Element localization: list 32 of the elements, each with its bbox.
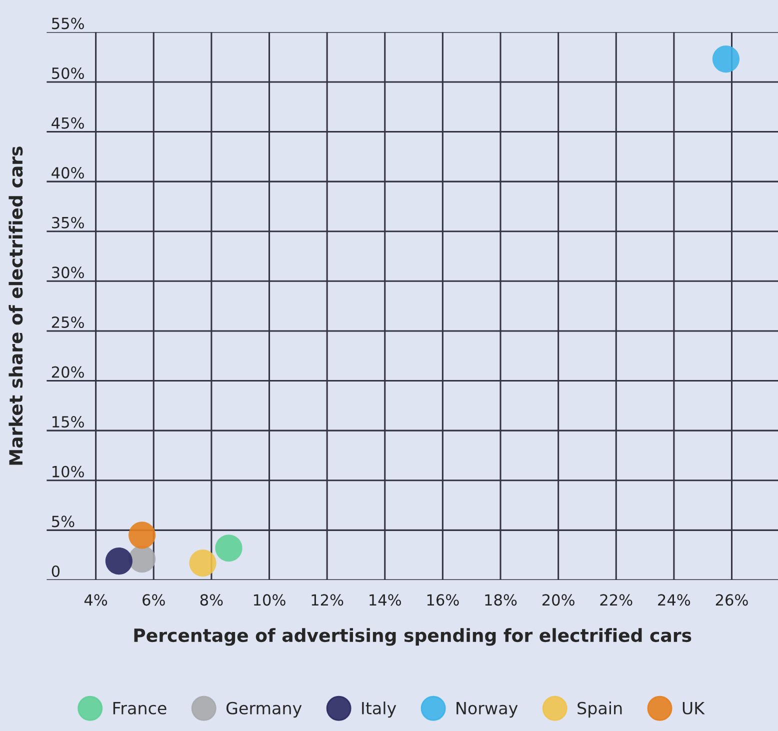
x-tick-label: 20% bbox=[542, 594, 574, 606]
legend-label: Germany bbox=[226, 702, 302, 718]
x-axis-title: Percentage of advertising spending for electrified cars bbox=[134, 628, 692, 646]
y-tick-label: 50% bbox=[52, 67, 84, 80]
y-tick-label: 45% bbox=[52, 117, 84, 129]
y-tick-label: 30% bbox=[52, 266, 84, 278]
x-tick-label: 12% bbox=[312, 594, 344, 606]
x-tick-label: 8% bbox=[200, 594, 223, 606]
x-tick-label: 16% bbox=[427, 594, 459, 606]
legend-label: Spain bbox=[578, 702, 622, 718]
x-tick-label: 22% bbox=[600, 594, 632, 606]
y-tick-label: 10% bbox=[52, 466, 84, 478]
x-tick-label: 18% bbox=[485, 594, 517, 606]
y-tick-label: 55% bbox=[52, 18, 84, 30]
x-tick-label: 10% bbox=[254, 594, 286, 606]
y-axis-title: Market share of electrified cars bbox=[8, 146, 23, 465]
y-tick-label: 20% bbox=[52, 366, 84, 378]
y-tick-label: 35% bbox=[52, 216, 84, 228]
y-tick-label: 25% bbox=[52, 316, 84, 328]
legend-label: UK bbox=[682, 702, 705, 714]
legend-label: Norway bbox=[456, 702, 518, 718]
x-tick-label: 14% bbox=[370, 594, 402, 606]
legend-label: Italy bbox=[362, 702, 396, 718]
y-tick-label: 0 bbox=[52, 565, 60, 578]
y-tick-label: 40% bbox=[52, 167, 84, 179]
x-tick-label: 6% bbox=[142, 594, 165, 606]
x-tick-label: 24% bbox=[658, 594, 690, 606]
x-tick-label: 26% bbox=[716, 594, 748, 606]
legend-label: France bbox=[113, 702, 166, 714]
y-tick-label: 5% bbox=[52, 516, 74, 528]
x-tick-label: 4% bbox=[84, 594, 108, 606]
y-tick-label: 15% bbox=[52, 416, 84, 428]
